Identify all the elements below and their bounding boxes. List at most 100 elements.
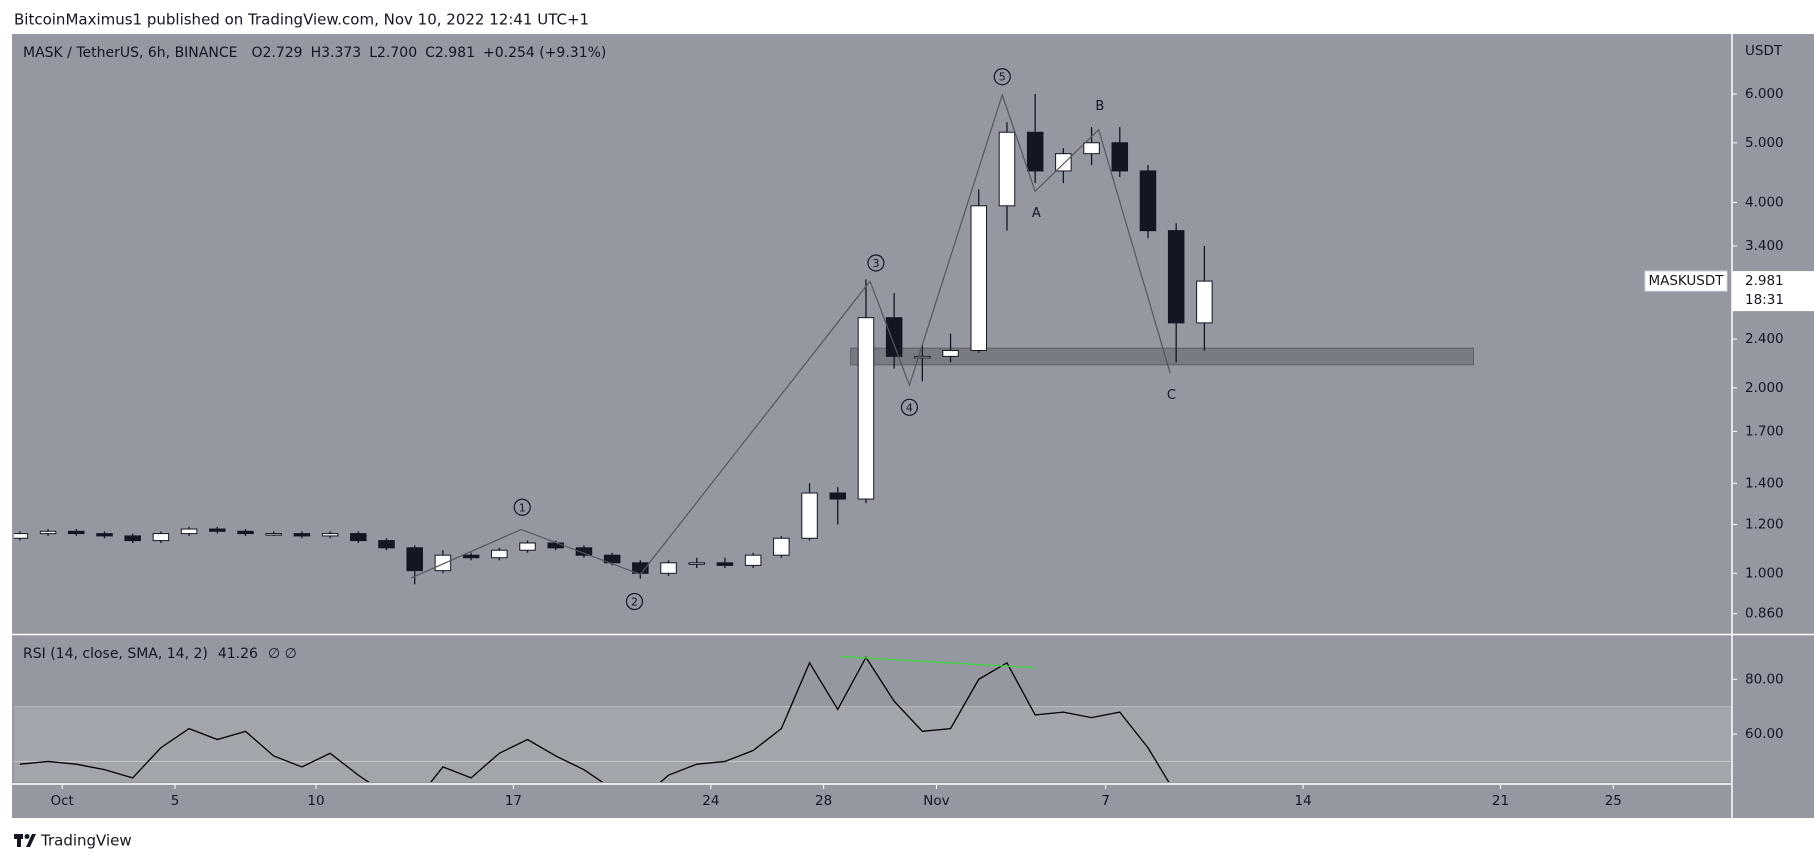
wave-circle [513, 498, 531, 516]
candle-body [660, 562, 677, 574]
candle-body [293, 533, 311, 537]
ohlc-key: L [369, 45, 377, 61]
candle-body [39, 530, 57, 535]
candle-body [1167, 230, 1185, 324]
price-tag-value: 2.981 [1745, 273, 1784, 289]
y-tick-label: 3.400 [1745, 238, 1784, 254]
candle-body [914, 355, 931, 359]
wave-label: C [1167, 388, 1176, 403]
candle-body [1083, 142, 1100, 155]
wave-circle [993, 68, 1011, 86]
candle-body [519, 542, 536, 551]
ohlc-value: 2.981 [435, 45, 475, 61]
ohlc-value: 2.729 [262, 45, 302, 61]
ohlc-value: 2.700 [377, 45, 417, 61]
candle-body [801, 492, 818, 539]
price-tag-name-box [1644, 270, 1728, 292]
candle-body [406, 547, 423, 572]
wave-label: 2 [631, 595, 638, 608]
rsi-extra: ∅ ∅ [268, 646, 297, 662]
wave-label: 4 [906, 401, 913, 414]
y-tick-label: 0.860 [1745, 606, 1784, 622]
candle-body [237, 530, 254, 535]
rsi-title: RSI (14, close, SMA, 14, 2) [23, 646, 208, 662]
rsi-pane [14, 655, 1732, 782]
price-tag-name: MASKUSDT [1648, 273, 1724, 289]
candle-body [688, 562, 705, 565]
candle-body [321, 533, 339, 537]
rsi-last: 41.26 [218, 646, 258, 662]
candle-body [857, 317, 875, 500]
footer-brand: TradingView [40, 832, 132, 850]
candle-body [434, 554, 452, 572]
candle-body [942, 349, 959, 357]
candle-body [716, 562, 734, 566]
candle-body [152, 533, 170, 542]
x-tick-label: 14 [1294, 793, 1311, 809]
chart-background [12, 34, 1814, 818]
wave-circle [900, 398, 919, 416]
candle-body [998, 131, 1016, 207]
y-tick-label: 6.000 [1745, 86, 1784, 102]
ohlc-key: O [251, 45, 262, 61]
candle-body [96, 533, 113, 537]
footer-logo [14, 834, 36, 847]
legend: MASK / TetherUS, 6h, BINANCE O2.729 H3.373… [23, 45, 606, 61]
candle-body [603, 554, 621, 564]
x-tick-label: 28 [815, 793, 832, 809]
rsi-divergence [841, 655, 1036, 669]
ohlc-key: H [311, 45, 322, 61]
y-tick-label: 1.700 [1745, 423, 1784, 439]
x-tick-label: Nov [923, 793, 949, 809]
candle-body [547, 542, 564, 549]
rsi-band [14, 706, 1732, 782]
x-tick-label: 24 [702, 793, 719, 809]
rsi-line [19, 656, 1170, 782]
y-tick-label: 1.400 [1745, 475, 1784, 491]
wave-line [410, 92, 1171, 579]
candle-body [970, 205, 988, 351]
candle-body [209, 528, 226, 532]
wave-label: 5 [999, 71, 1006, 84]
candle-body [885, 317, 903, 357]
x-tick-label: 21 [1492, 793, 1509, 809]
rsi-legend: RSI (14, close, SMA, 14, 2) 41.26 ∅ ∅ [23, 646, 297, 662]
ohlc: O2.729 H3.373 L2.700 C2.981 [251, 45, 475, 61]
candle-body [491, 549, 508, 559]
x-tick-label: 5 [171, 793, 180, 809]
candle-body [124, 535, 141, 542]
candle-body [180, 528, 198, 535]
candle-body [632, 562, 649, 574]
x-tick-label: 10 [307, 793, 324, 809]
candle-body [350, 533, 367, 542]
change: +0.254 (+9.31%) [483, 45, 606, 61]
support-zone [850, 347, 1474, 366]
wave-circle [867, 254, 885, 272]
candle-body [462, 554, 480, 559]
x-tick-label: Oct [51, 793, 74, 809]
candle-body [575, 547, 593, 556]
wave-label: A [1032, 206, 1041, 221]
price-tag-countdown: 18:31 [1745, 292, 1784, 308]
wave-label: 1 [519, 501, 526, 514]
header-text: BitcoinMaximus1 published on TradingView… [14, 11, 589, 29]
axes: 0.860 1.000 1.200 1.400 1.700 2.000 2.400 3.400… [51, 86, 1814, 809]
candle-body [1139, 170, 1157, 232]
x-tick-label: 7 [1101, 793, 1110, 809]
candle-body [1196, 280, 1213, 324]
candle-body [829, 492, 847, 500]
wave-label: 3 [872, 257, 879, 270]
rsi-y-tick-label: 80.00 [1745, 671, 1784, 687]
candle-body [265, 533, 282, 536]
symbol: MASK / TetherUS, 6h, BINANCE [23, 45, 237, 61]
wave-label: B [1095, 99, 1104, 114]
y-tick-label: 4.000 [1745, 194, 1784, 210]
y-tick-label: 5.000 [1745, 135, 1784, 151]
candle-body [773, 537, 790, 556]
candle-body [378, 540, 395, 549]
wave-circle [625, 592, 644, 611]
y-tick-label: 1.000 [1745, 565, 1784, 581]
x-tick-label: 17 [505, 793, 522, 809]
